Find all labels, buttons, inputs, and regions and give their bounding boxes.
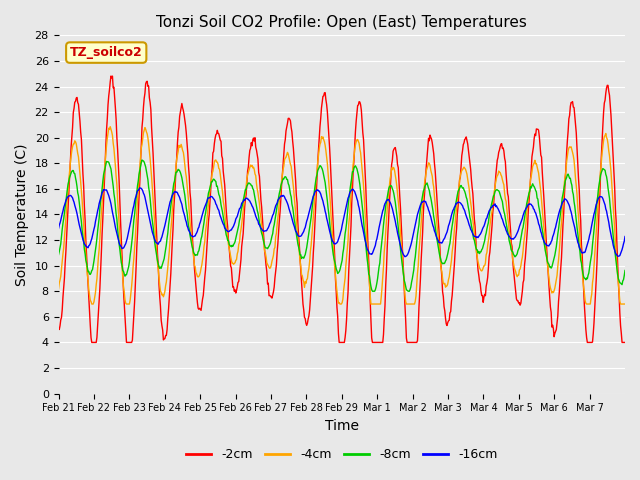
Title: Tonzi Soil CO2 Profile: Open (East) Temperatures: Tonzi Soil CO2 Profile: Open (East) Temp… [156, 15, 527, 30]
Legend: -2cm, -4cm, -8cm, -16cm: -2cm, -4cm, -8cm, -16cm [181, 443, 502, 466]
Text: TZ_soilco2: TZ_soilco2 [70, 46, 143, 59]
Y-axis label: Soil Temperature (C): Soil Temperature (C) [15, 143, 29, 286]
X-axis label: Time: Time [324, 419, 359, 433]
